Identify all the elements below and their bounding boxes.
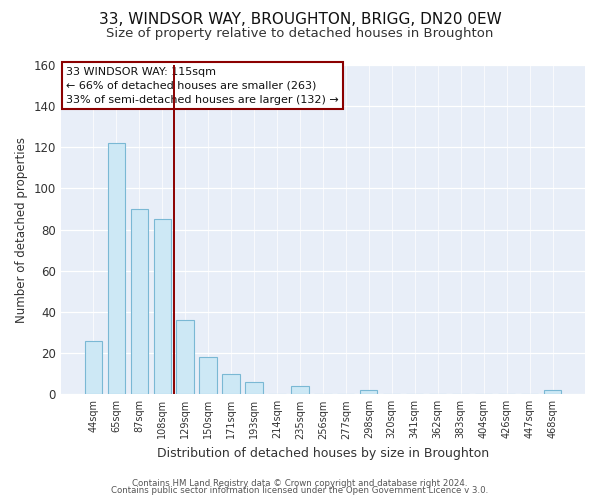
Text: Size of property relative to detached houses in Broughton: Size of property relative to detached ho…	[106, 28, 494, 40]
Text: 33 WINDSOR WAY: 115sqm
← 66% of detached houses are smaller (263)
33% of semi-de: 33 WINDSOR WAY: 115sqm ← 66% of detached…	[66, 66, 339, 104]
Bar	[131, 209, 148, 394]
Text: 33, WINDSOR WAY, BROUGHTON, BRIGG, DN20 0EW: 33, WINDSOR WAY, BROUGHTON, BRIGG, DN20 …	[98, 12, 502, 28]
Text: Contains public sector information licensed under the Open Government Licence v : Contains public sector information licen…	[112, 486, 488, 495]
Bar	[544, 390, 561, 394]
Bar	[154, 220, 171, 394]
Bar	[292, 386, 308, 394]
Bar	[360, 390, 377, 394]
Text: Contains HM Land Registry data © Crown copyright and database right 2024.: Contains HM Land Registry data © Crown c…	[132, 478, 468, 488]
Bar	[199, 358, 217, 395]
X-axis label: Distribution of detached houses by size in Broughton: Distribution of detached houses by size …	[157, 447, 489, 460]
Bar	[85, 341, 102, 394]
Y-axis label: Number of detached properties: Number of detached properties	[15, 136, 28, 322]
Bar	[223, 374, 239, 394]
Bar	[245, 382, 263, 394]
Bar	[176, 320, 194, 394]
Bar	[107, 143, 125, 395]
